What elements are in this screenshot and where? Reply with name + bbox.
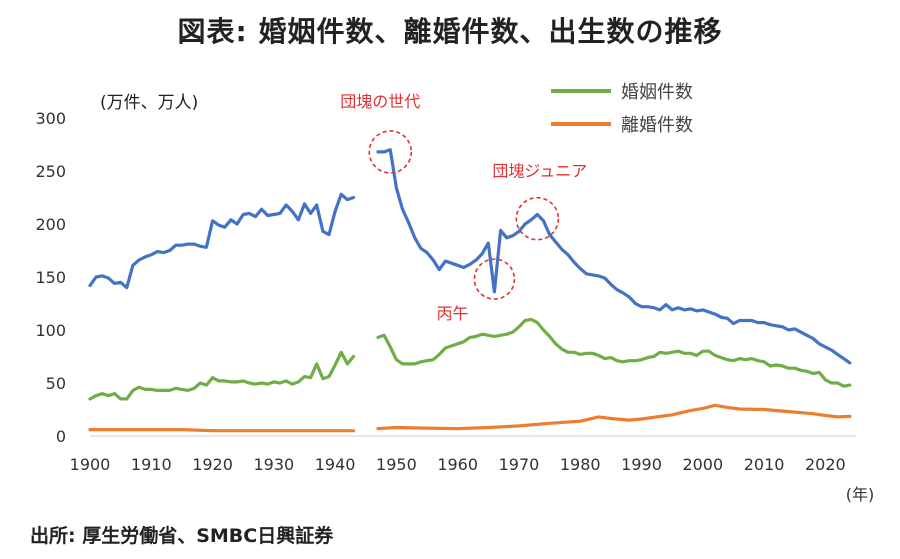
x-tick-label: 1930 xyxy=(253,455,294,474)
x-tick-label: 1970 xyxy=(499,455,540,474)
x-tick-label: 1960 xyxy=(437,455,478,474)
y-tick-label: 250 xyxy=(35,162,66,181)
legend-label: 婚姻件数 xyxy=(621,82,693,103)
x-tick-label: 1910 xyxy=(131,455,172,474)
series-line-1-segment-1 xyxy=(376,317,852,388)
x-axis-label: (年) xyxy=(846,485,875,504)
annotation-label: 団塊の世代 xyxy=(340,92,420,111)
annotation-circle xyxy=(473,258,516,300)
x-tick-label: 1950 xyxy=(376,455,417,474)
annotation-circle xyxy=(515,196,560,241)
x-tick-label: 2000 xyxy=(682,455,723,474)
y-axis-unit-label: (万件、万人) xyxy=(100,93,199,113)
annotation-label: 丙午 xyxy=(436,304,468,323)
y-tick-label: 300 xyxy=(35,109,66,128)
x-tick-label: 2020 xyxy=(805,455,846,474)
series-line-0-segment-0 xyxy=(88,192,356,290)
series-line-2-segment-1 xyxy=(376,403,852,431)
y-tick-label: 50 xyxy=(46,374,66,393)
page-title: 図表: 婚姻件数、離婚件数、出生数の推移 xyxy=(177,15,723,48)
y-tick-label: 150 xyxy=(35,268,66,287)
y-tick-label: 200 xyxy=(35,215,66,234)
source-note: 出所: 厚生労働省、SMBC日興証券 xyxy=(30,525,334,547)
annotation-label: 団塊ジュニア xyxy=(492,162,587,181)
series-line-1-segment-0 xyxy=(88,350,356,401)
x-tick-label: 1900 xyxy=(70,455,111,474)
y-tick-label: 100 xyxy=(35,321,66,340)
x-tick-label: 1990 xyxy=(621,455,662,474)
x-tick-label: 2010 xyxy=(744,455,785,474)
x-tick-label: 1980 xyxy=(560,455,601,474)
series-line-0-segment-1 xyxy=(376,148,852,365)
series-line-2-segment-0 xyxy=(88,428,356,433)
legend-label: 離婚件数 xyxy=(621,115,693,136)
annotation-circle xyxy=(368,130,413,174)
x-tick-label: 1940 xyxy=(315,455,356,474)
y-tick-label: 0 xyxy=(56,427,66,446)
x-tick-label: 1920 xyxy=(192,455,233,474)
